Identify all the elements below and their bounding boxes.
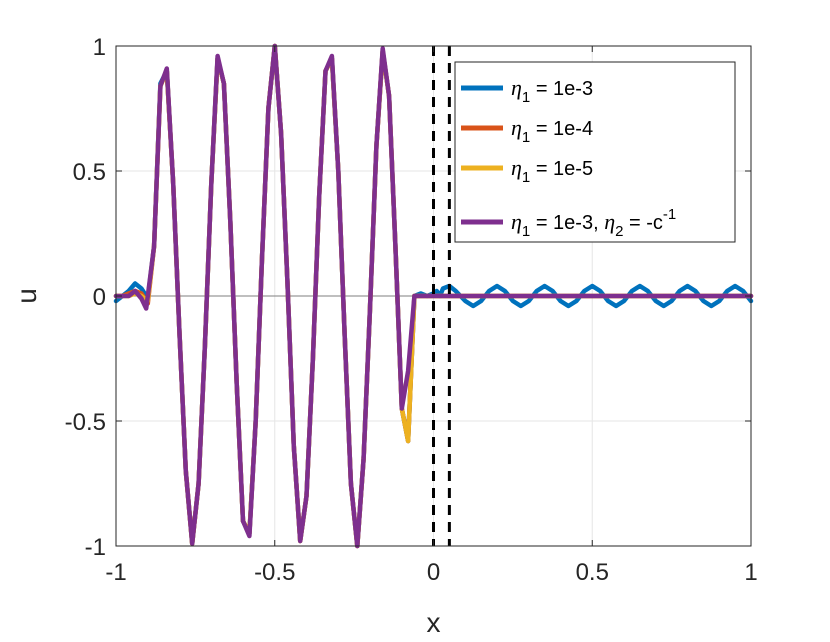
x-tick-label-4: 1 [744,559,757,586]
legend-label-4: η1 = 1e-3, η2 = -c-1 [511,206,676,240]
x-tick-label-1: -0.5 [254,559,295,586]
legend: η1 = 1e-3 η1 = 1e-4 η1 = 1e-5 η1 = 1e-3, η2… [454,61,736,243]
x-tick-label-0: -1 [105,559,126,586]
series-lines [113,43,754,549]
y-axis-label: u [11,288,42,304]
vertical-dashed-lines [432,46,451,546]
x-tick-label-2: 0 [427,559,440,586]
y-tick-label-1: -0.5 [65,409,106,436]
legend-label-1: η1 = 1e-3 [511,75,593,106]
x-tick-label-3: 0.5 [576,559,609,586]
y-tick-label-2: 0 [93,284,106,311]
y-tick-label-4: 1 [93,34,106,61]
x-axis-label: x [427,607,441,638]
y-tick-label-3: 0.5 [73,159,106,186]
legend-label-3: η1 = 1e-5 [511,155,593,186]
axis-ticks: -1 -0.5 0 0.5 1 -1 -0.5 0 0.5 1 [65,34,758,586]
y-tick-label-0: -1 [85,534,106,561]
series-line-4 [113,43,754,549]
legend-label-2: η1 = 1e-4 [511,115,593,146]
legend-box [454,61,736,243]
